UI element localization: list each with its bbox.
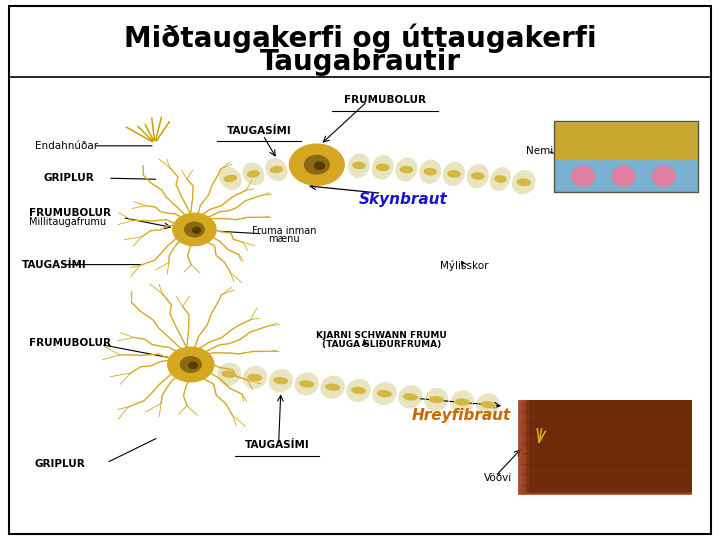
Ellipse shape [420,160,441,184]
Ellipse shape [467,164,488,188]
Bar [529,400,691,491]
Bar [554,122,698,192]
Ellipse shape [220,167,241,190]
Ellipse shape [513,171,535,194]
Bar [522,400,691,493]
Text: Miðtaugakerfi og úttaugakerfi: Miðtaugakerfi og úttaugakerfi [124,23,596,52]
Circle shape [184,222,204,237]
Circle shape [289,144,344,185]
Ellipse shape [396,158,417,181]
Bar [554,160,698,192]
Circle shape [315,162,325,170]
Ellipse shape [429,396,444,403]
Ellipse shape [494,175,507,183]
Ellipse shape [572,166,595,187]
Circle shape [189,362,197,368]
Text: KJARNI SCHWANN FRUMU: KJARNI SCHWANN FRUMU [316,332,447,340]
Text: Hreyfibraut: Hreyfibraut [411,408,510,423]
Ellipse shape [399,386,422,408]
Ellipse shape [248,374,262,381]
Text: Fruma inman: Fruma inman [252,226,317,235]
Ellipse shape [352,161,366,170]
Ellipse shape [490,167,510,191]
Ellipse shape [325,383,340,391]
Text: Taugabrautir: Taugabrautir [259,48,461,76]
Text: FRUMUBOLUR: FRUMUBOLUR [344,95,426,105]
Text: Vöðvi: Vöðvi [484,473,512,483]
Ellipse shape [269,369,292,392]
Text: GRIPLUR: GRIPLUR [35,460,85,469]
Ellipse shape [400,166,413,173]
Ellipse shape [477,394,499,416]
Ellipse shape [348,154,369,177]
Ellipse shape [321,376,344,399]
Ellipse shape [266,158,287,181]
Text: Millitaugafrumu: Millitaugafrumu [29,218,106,227]
Ellipse shape [224,175,237,182]
Text: Skynbraut: Skynbraut [359,192,448,207]
Text: TAUGASÍMI: TAUGASÍMI [227,126,292,136]
Ellipse shape [243,366,266,389]
Circle shape [168,347,214,382]
Text: FRUMUBOLUR: FRUMUBOLUR [29,338,111,348]
Ellipse shape [373,382,396,405]
Text: TAUGASÍMI: TAUGASÍMI [22,260,86,269]
Ellipse shape [295,373,318,395]
Ellipse shape [612,166,635,187]
Text: FRUMUBOLUR: FRUMUBOLUR [29,208,111,218]
Text: (TAUGA SLIÐURFRUMA): (TAUGA SLIÐURFRUMA) [322,340,441,349]
Ellipse shape [274,377,288,384]
Circle shape [193,227,200,233]
Ellipse shape [403,393,418,401]
Bar [526,400,691,492]
Ellipse shape [447,170,461,178]
Ellipse shape [444,162,464,186]
Text: Mýlisskor: Mýlisskor [440,260,489,271]
Ellipse shape [425,388,448,411]
Ellipse shape [423,168,437,176]
Text: Nemi: Nemi [526,146,553,156]
Ellipse shape [377,390,392,397]
Ellipse shape [451,391,474,413]
Bar [554,122,698,160]
Circle shape [181,357,201,372]
Ellipse shape [247,170,260,178]
Ellipse shape [222,370,236,378]
Ellipse shape [351,387,366,394]
Ellipse shape [376,164,390,171]
Text: GRIPLUR: GRIPLUR [43,173,94,183]
Ellipse shape [516,178,531,186]
Text: TAUGASÍMI: TAUGASÍMI [245,441,310,450]
Ellipse shape [455,399,469,406]
Ellipse shape [652,166,675,187]
Ellipse shape [347,379,370,402]
Ellipse shape [300,380,314,388]
Bar [518,400,691,494]
Text: mænu: mænu [269,234,300,244]
Ellipse shape [471,172,485,180]
Ellipse shape [372,156,393,179]
Circle shape [305,156,329,174]
Ellipse shape [243,163,264,185]
Ellipse shape [270,166,283,173]
Ellipse shape [217,363,240,386]
Circle shape [173,213,216,246]
Text: Endahnúðar: Endahnúðar [35,141,98,151]
Ellipse shape [480,401,495,408]
